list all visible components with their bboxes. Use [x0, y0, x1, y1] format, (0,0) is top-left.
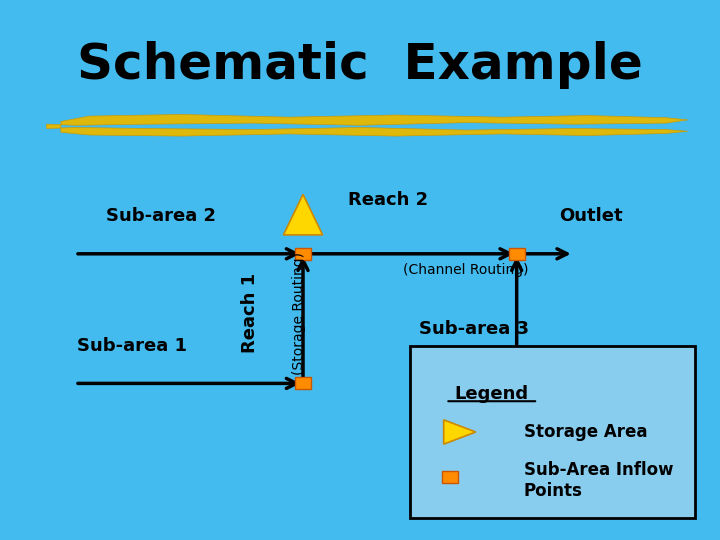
Text: Schematic  Example: Schematic Example: [77, 41, 643, 89]
Text: Reach 1: Reach 1: [240, 273, 258, 353]
Bar: [295, 377, 311, 389]
Bar: [509, 248, 525, 260]
FancyBboxPatch shape: [410, 346, 695, 518]
Text: Sub-area 3: Sub-area 3: [419, 320, 529, 339]
Polygon shape: [47, 114, 688, 136]
Text: (Storage Routing): (Storage Routing): [292, 252, 307, 375]
Text: Sub-area 2: Sub-area 2: [106, 207, 215, 225]
Text: Storage Area: Storage Area: [524, 423, 647, 441]
Text: Sub-area 1: Sub-area 1: [77, 336, 187, 355]
Text: Outlet: Outlet: [559, 207, 623, 225]
Text: (Channel Routing): (Channel Routing): [402, 263, 528, 277]
Polygon shape: [444, 420, 476, 444]
Bar: [295, 248, 311, 260]
Text: Sub-Area Inflow
Points: Sub-Area Inflow Points: [524, 461, 673, 500]
Polygon shape: [284, 194, 323, 235]
Text: Reach 2: Reach 2: [348, 191, 428, 209]
Text: Legend: Legend: [455, 385, 528, 403]
Bar: [442, 471, 458, 483]
